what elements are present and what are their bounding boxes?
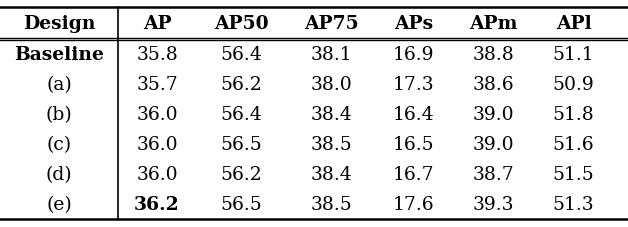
Text: 38.1: 38.1: [310, 46, 352, 64]
Text: Design: Design: [23, 15, 95, 33]
Text: 38.0: 38.0: [310, 76, 352, 94]
Text: 50.9: 50.9: [553, 76, 594, 94]
Text: 51.8: 51.8: [553, 106, 594, 123]
Text: 35.8: 35.8: [136, 46, 178, 64]
Text: 51.3: 51.3: [553, 195, 594, 213]
Text: AP75: AP75: [304, 15, 359, 33]
Text: 56.4: 56.4: [220, 106, 262, 123]
Text: AP: AP: [143, 15, 171, 33]
Text: 17.3: 17.3: [392, 76, 435, 94]
Text: 38.7: 38.7: [473, 165, 514, 183]
Text: AP50: AP50: [214, 15, 268, 33]
Text: 56.2: 56.2: [220, 165, 262, 183]
Text: APs: APs: [394, 15, 433, 33]
Text: 36.0: 36.0: [136, 106, 178, 123]
Text: 35.7: 35.7: [136, 76, 178, 94]
Text: (b): (b): [46, 106, 72, 123]
Text: APl: APl: [556, 15, 592, 33]
Text: 38.5: 38.5: [310, 135, 352, 153]
Text: 38.4: 38.4: [310, 165, 352, 183]
Text: 38.8: 38.8: [473, 46, 514, 64]
Text: 56.5: 56.5: [220, 135, 262, 153]
Text: 38.5: 38.5: [310, 195, 352, 213]
Text: 36.2: 36.2: [134, 195, 180, 213]
Text: 36.0: 36.0: [136, 135, 178, 153]
Text: 56.5: 56.5: [220, 195, 262, 213]
Text: APm: APm: [469, 15, 517, 33]
Text: 38.6: 38.6: [473, 76, 514, 94]
Text: (c): (c): [46, 135, 72, 153]
Text: 16.7: 16.7: [392, 165, 435, 183]
Text: (d): (d): [46, 165, 72, 183]
Text: 51.5: 51.5: [553, 165, 594, 183]
Text: 39.0: 39.0: [473, 135, 514, 153]
Text: 16.9: 16.9: [392, 46, 434, 64]
Text: 17.6: 17.6: [392, 195, 435, 213]
Text: 51.6: 51.6: [553, 135, 594, 153]
Text: Baseline: Baseline: [14, 46, 104, 64]
Text: 51.1: 51.1: [553, 46, 594, 64]
Text: 16.5: 16.5: [392, 135, 435, 153]
Text: 39.3: 39.3: [473, 195, 514, 213]
Text: 56.4: 56.4: [220, 46, 262, 64]
Text: 39.0: 39.0: [473, 106, 514, 123]
Text: (a): (a): [46, 76, 72, 94]
Text: 38.4: 38.4: [310, 106, 352, 123]
Text: 56.2: 56.2: [220, 76, 262, 94]
Text: (e): (e): [46, 195, 72, 213]
Text: 36.0: 36.0: [136, 165, 178, 183]
Text: 16.4: 16.4: [392, 106, 435, 123]
